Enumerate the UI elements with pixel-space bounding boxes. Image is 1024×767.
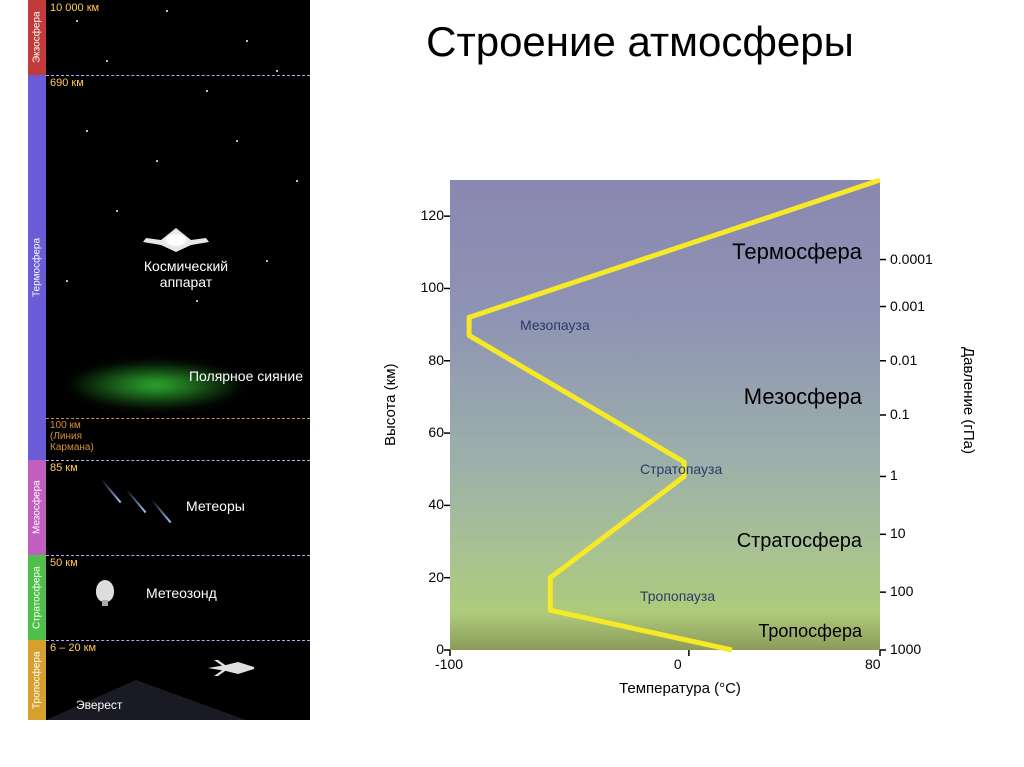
strip-altitude: 50 км: [50, 557, 78, 569]
balloon-icon: [96, 580, 114, 602]
strip-altitude: 6 – 20 км: [50, 642, 96, 654]
r-tick: 0.01: [890, 352, 917, 368]
strip-layer-name: Тропосфера: [28, 640, 46, 720]
spacecraft-label: Космический аппарат: [116, 258, 256, 290]
r-tick: 10: [890, 525, 906, 541]
y-tick: 40: [384, 496, 444, 512]
chart-plot-area: Тропосфера Стратосфера Мезосфера Термосфера…: [450, 180, 880, 650]
x-tick: 0: [674, 656, 682, 672]
strip-altitude: 690 км: [50, 77, 84, 89]
strip-altitude: 10 000 км: [50, 2, 99, 14]
x-tick: 80: [865, 656, 881, 672]
y-tick: 60: [384, 424, 444, 440]
strip-layer-name: Экзосфера: [28, 0, 46, 75]
temperature-chart: Тропосфера Стратосфера Мезосфера Термосфера…: [380, 170, 1000, 730]
r-axis-label: Давление (гПа): [960, 300, 977, 500]
chart-layer-label: Стратосфера: [737, 530, 862, 553]
meteor-icon: [151, 499, 172, 523]
strip-layer-name: Мезосфера: [28, 460, 46, 555]
x-tick: -100: [435, 656, 463, 672]
chart-layer-label: Тропосфера: [758, 621, 862, 642]
y-axis-label: Высота (км): [382, 320, 399, 490]
balloon-label: Метеозонд: [146, 585, 217, 601]
y-tick: 0: [384, 641, 444, 657]
r-tick: 1: [890, 467, 898, 483]
meteor-icon: [101, 479, 122, 503]
chart-layer-label: Мезосфера: [744, 384, 862, 410]
x-axis-label: Температура (°C): [560, 680, 800, 697]
strip-altitude: 85 км: [50, 462, 78, 474]
meteor-icon: [126, 489, 147, 513]
chart-pause-label: Тропопауза: [640, 588, 715, 604]
chart-pause-label: Стратопауза: [640, 461, 722, 477]
strip-sky: Космический аппарат Полярное сияние Мете…: [46, 0, 310, 720]
karman-line-label: 100 км (Линия Кармана): [50, 420, 94, 453]
strip-layer-labels: ЭкзосфераТермосфераМезосфераСтратосфераТ…: [28, 0, 46, 720]
everest-label: Эверест: [76, 698, 122, 712]
strip-layer-name: Стратосфера: [28, 555, 46, 640]
chart-pause-label: Мезопауза: [520, 317, 590, 333]
strip-layer-name: Термосфера: [28, 75, 46, 460]
spacecraft-icon: [141, 225, 211, 255]
atmosphere-strip: ЭкзосфераТермосфераМезосфераСтратосфераТ…: [28, 0, 310, 720]
meteors-label: Метеоры: [186, 498, 245, 514]
r-tick: 100: [890, 583, 913, 599]
page-title: Строение атмосферы: [400, 18, 880, 66]
y-tick: 120: [384, 207, 444, 223]
y-tick: 20: [384, 569, 444, 585]
aurora-label: Полярное сияние: [186, 368, 306, 384]
r-tick: 0.1: [890, 406, 909, 422]
r-tick: 1000: [890, 641, 921, 657]
chart-layer-label: Термосфера: [732, 239, 862, 265]
y-tick: 100: [384, 279, 444, 295]
r-tick: 0.001: [890, 298, 925, 314]
airplane-icon: [206, 660, 256, 676]
y-tick: 80: [384, 352, 444, 368]
r-tick: 0.0001: [890, 251, 933, 267]
